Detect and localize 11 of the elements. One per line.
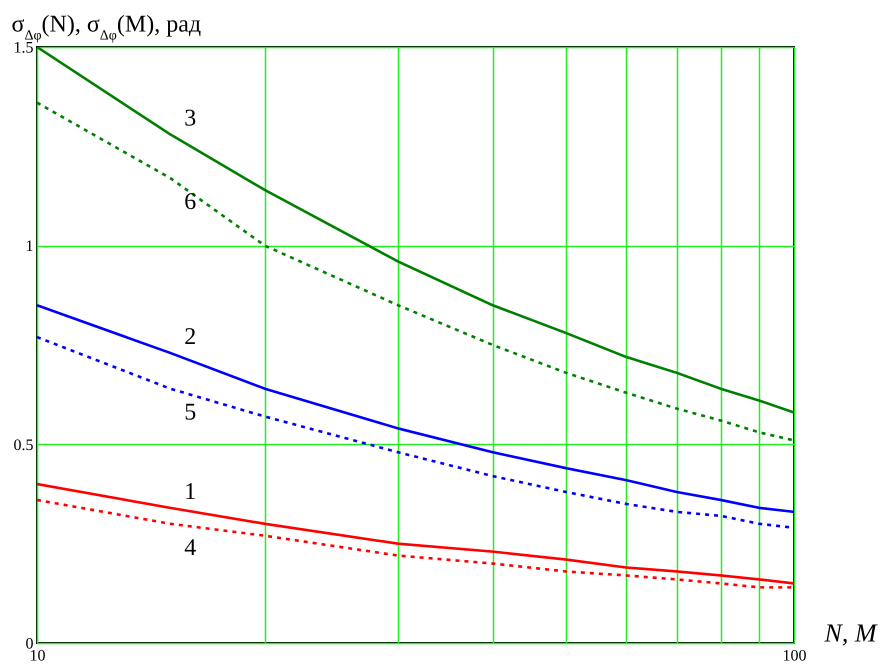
- y-tick-label: 1: [26, 238, 34, 256]
- series-label: 4: [184, 534, 196, 561]
- series-label: 3: [184, 105, 196, 132]
- y-tick-label: 0.5: [14, 436, 34, 454]
- x-axis-title: N, M: [824, 618, 878, 648]
- x-tick-label: 10: [30, 648, 46, 664]
- series-label: 5: [184, 400, 196, 426]
- series-label: 2: [184, 324, 196, 350]
- x-tick-label: 100: [782, 648, 806, 664]
- series-label: 6: [184, 189, 196, 216]
- series-label: 1: [184, 478, 196, 505]
